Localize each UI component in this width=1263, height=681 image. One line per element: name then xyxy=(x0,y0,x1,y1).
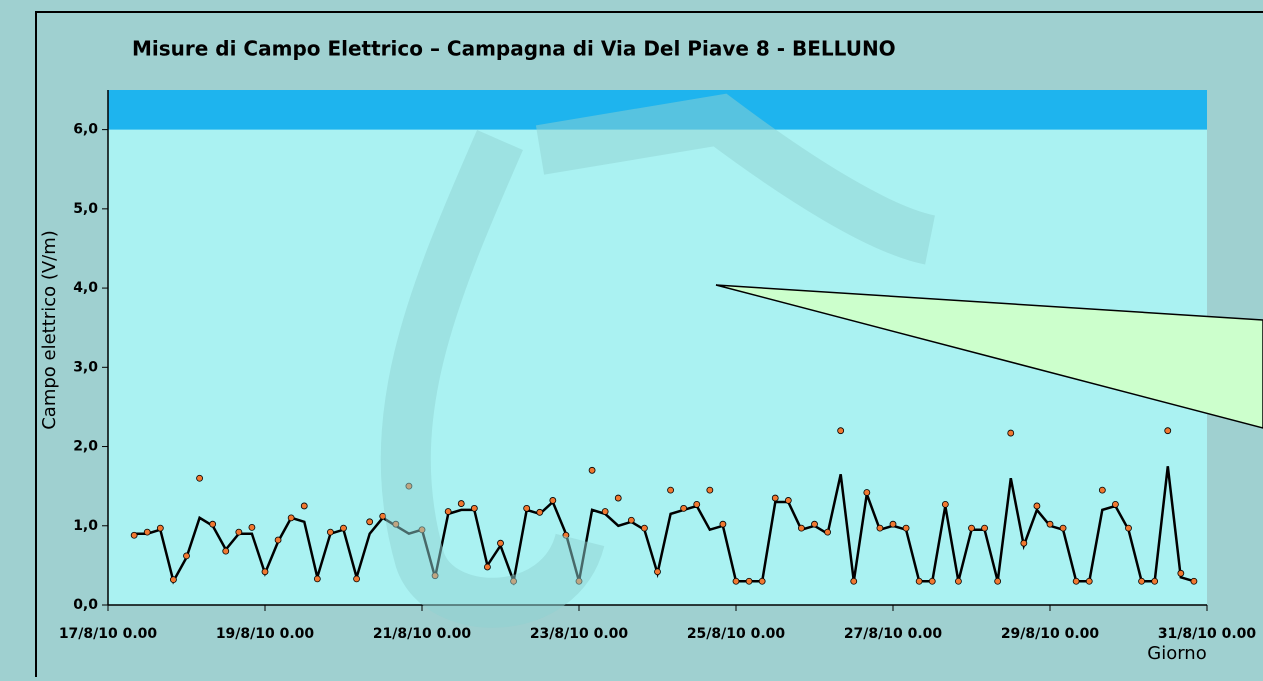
data-point xyxy=(1152,578,1158,584)
data-point xyxy=(445,509,451,515)
data-point xyxy=(197,475,203,481)
data-point xyxy=(1099,487,1105,493)
data-point xyxy=(668,487,674,493)
data-point xyxy=(1073,578,1079,584)
y-tick-label: 0,0 xyxy=(73,597,98,613)
data-point xyxy=(955,578,961,584)
data-point xyxy=(1047,521,1053,527)
x-tick-label: 17/8/10 0.00 xyxy=(59,626,158,642)
data-point xyxy=(942,501,948,507)
y-axis-label: Campo elettrico (V/m) xyxy=(39,230,60,430)
data-point xyxy=(458,501,464,507)
data-point xyxy=(877,525,883,531)
data-point xyxy=(537,509,543,515)
data-point xyxy=(798,525,804,531)
data-point xyxy=(628,517,634,523)
data-point xyxy=(903,525,909,531)
x-tick-label: 23/8/10 0.00 xyxy=(530,626,629,642)
data-point xyxy=(589,467,595,473)
chart: Misure di Campo Elettrico – Campagna di … xyxy=(0,0,1263,677)
data-point xyxy=(916,578,922,584)
data-point xyxy=(1008,430,1014,436)
data-point xyxy=(524,505,530,511)
data-point xyxy=(707,487,713,493)
data-point xyxy=(929,578,935,584)
data-point xyxy=(982,525,988,531)
y-tick-label: 2,0 xyxy=(73,439,98,455)
data-point xyxy=(262,569,268,575)
data-point xyxy=(314,576,320,582)
y-tick-label: 3,0 xyxy=(73,359,98,375)
data-point xyxy=(498,540,504,546)
data-point xyxy=(275,537,281,543)
data-point xyxy=(772,495,778,501)
data-point xyxy=(694,501,700,507)
data-point xyxy=(655,569,661,575)
data-point xyxy=(838,428,844,434)
data-point xyxy=(327,529,333,535)
data-point xyxy=(602,509,608,515)
y-tick-label: 4,0 xyxy=(73,280,98,296)
data-point xyxy=(144,529,150,535)
data-point xyxy=(890,521,896,527)
data-point xyxy=(170,577,176,583)
data-point xyxy=(1165,428,1171,434)
data-point xyxy=(301,503,307,509)
data-point xyxy=(733,578,739,584)
data-point xyxy=(1086,578,1092,584)
data-point xyxy=(825,529,831,535)
data-point xyxy=(1060,525,1066,531)
data-point xyxy=(1021,540,1027,546)
data-point xyxy=(288,515,294,521)
x-tick-label: 19/8/10 0.00 xyxy=(216,626,315,642)
data-point xyxy=(184,553,190,559)
data-point xyxy=(1139,578,1145,584)
data-point xyxy=(1126,525,1132,531)
data-point xyxy=(341,525,347,531)
data-point xyxy=(484,564,490,570)
data-point xyxy=(812,521,818,527)
data-point xyxy=(969,525,975,531)
data-point xyxy=(157,525,163,531)
data-point xyxy=(1178,570,1184,576)
data-point xyxy=(367,519,373,525)
x-axis-label: Giorno xyxy=(1147,643,1206,664)
x-tick-label: 29/8/10 0.00 xyxy=(1001,626,1100,642)
data-point xyxy=(1034,503,1040,509)
x-tick-label: 31/8/10 0.00 xyxy=(1158,626,1257,642)
data-point xyxy=(550,497,556,503)
data-point xyxy=(746,578,752,584)
data-point xyxy=(641,525,647,531)
data-point xyxy=(131,532,137,538)
data-point xyxy=(210,521,216,527)
data-point xyxy=(1112,501,1118,507)
data-point xyxy=(785,497,791,503)
chart-title: Misure di Campo Elettrico – Campagna di … xyxy=(132,37,896,61)
data-point xyxy=(681,505,687,511)
data-point xyxy=(615,495,621,501)
data-point xyxy=(249,524,255,530)
y-tick-label: 6,0 xyxy=(73,122,98,138)
data-point xyxy=(851,578,857,584)
data-point xyxy=(223,548,229,554)
data-point xyxy=(864,489,870,495)
x-tick-label: 25/8/10 0.00 xyxy=(687,626,786,642)
y-tick-label: 1,0 xyxy=(73,518,98,534)
data-point xyxy=(720,521,726,527)
data-point xyxy=(1191,578,1197,584)
x-tick-label: 27/8/10 0.00 xyxy=(844,626,943,642)
data-point xyxy=(759,578,765,584)
data-point xyxy=(236,529,242,535)
y-tick-label: 5,0 xyxy=(73,201,98,217)
data-point xyxy=(471,505,477,511)
data-point xyxy=(354,576,360,582)
x-tick-label: 21/8/10 0.00 xyxy=(373,626,472,642)
data-point xyxy=(995,578,1001,584)
